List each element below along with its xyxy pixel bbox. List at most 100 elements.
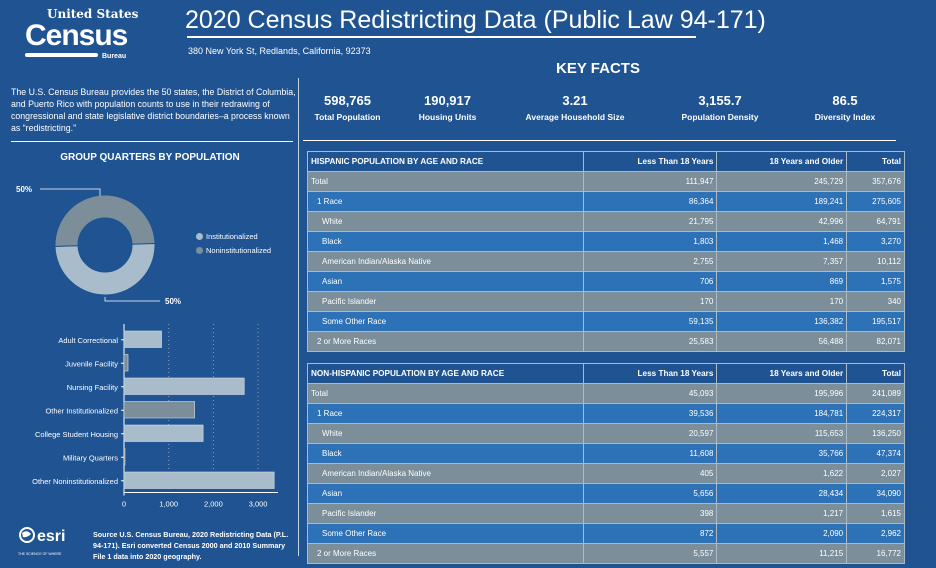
group-quarters-bar-chart: 0 1,000 2,000 3,000 Adult Correctional Juveni…	[32, 324, 278, 509]
intro-text: The U.S. Census Bureau provides the 50 s…	[11, 87, 296, 133]
row-label: Pacific Islander	[307, 503, 584, 524]
bar[interactable]	[123, 448, 126, 466]
cell-value: 20,597	[582, 423, 718, 444]
row-label: Some Other Race	[307, 523, 584, 544]
table-row: 2 or More Races 5,557 11,215 16,772	[307, 543, 905, 564]
stat-value: 190,917	[424, 93, 471, 108]
table-row: American Indian/Alaska Native 405 1,622 2,0…	[307, 463, 905, 484]
column-header[interactable]: Total	[846, 151, 905, 172]
cell-value: 706	[582, 271, 718, 292]
cell-value: 42,996	[716, 211, 848, 232]
table-row: 1 Race 86,364 189,241 275,605	[307, 191, 905, 212]
legend-item-noninstitutionalized[interactable]: Noninstitutionalized	[196, 246, 271, 255]
cell-value: 21,795	[582, 211, 718, 232]
row-label: Asian	[307, 271, 584, 292]
x-tick-label: 0	[122, 500, 126, 509]
table-row: Some Other Race 872 2,090 2,962	[307, 523, 905, 544]
globe-icon	[19, 527, 35, 543]
row-label: Asian	[307, 483, 584, 504]
stat-value: 598,765	[324, 93, 371, 108]
column-header[interactable]: Less Than 18 Years	[582, 151, 718, 172]
table-row: 1 Race 39,536 184,781 224,317	[307, 403, 905, 424]
cell-value: 7,357	[716, 251, 848, 272]
cell-value: 2,090	[716, 523, 848, 544]
cell-value: 28,434	[716, 483, 848, 504]
cell-value: 64,791	[846, 211, 905, 232]
esri-tagline: THE SCIENCE OF WHERE	[18, 552, 62, 556]
key-facts-title: KEY FACTS	[556, 60, 640, 77]
column-header[interactable]: 18 Years and Older	[716, 151, 848, 172]
cell-value: 11,608	[582, 443, 718, 464]
category-label: College Student Housing	[35, 430, 118, 439]
bar[interactable]	[123, 401, 195, 419]
bar[interactable]	[123, 354, 129, 372]
donut-slice-noninstitutionalized[interactable]	[54, 194, 156, 248]
title-divider	[187, 36, 696, 38]
cell-value: 869	[716, 271, 848, 292]
logo-line2: Census	[25, 19, 128, 52]
table-row: Pacific Islander 398 1,217 1,615	[307, 503, 905, 524]
table-row: Some Other Race 59,135 136,382 195,517	[307, 311, 905, 332]
table-row: 2 or More Races 25,583 56,488 82,071	[307, 331, 905, 352]
group-quarters-title: GROUP QUARTERS BY POPULATION	[60, 152, 240, 163]
stat-diversity-index: 86.5 Diversity Index	[790, 93, 900, 122]
x-tick-label: 2,000	[204, 500, 223, 509]
cell-value: 1,575	[846, 271, 905, 292]
cell-value: 111,947	[582, 171, 718, 192]
cell-value: 1,622	[716, 463, 848, 484]
hispanic-population-table: HISPANIC POPULATION BY AGE AND RACE Less …	[307, 151, 905, 352]
cell-value: 82,071	[846, 331, 905, 352]
table-row: Asian 706 869 1,575	[307, 271, 905, 292]
stat-label: Average Household Size	[525, 112, 625, 122]
stat-value: 3.21	[562, 93, 588, 108]
stat-population-density: 3,155.7 Population Density	[650, 93, 790, 122]
cell-value: 2,027	[846, 463, 905, 484]
row-label: White	[307, 423, 584, 444]
column-header[interactable]: 18 Years and Older	[716, 363, 848, 384]
stat-label: Housing Units	[418, 112, 477, 122]
cell-value: 872	[582, 523, 718, 544]
bar[interactable]	[123, 330, 162, 348]
legend-item-institutionalized[interactable]: Institutionalized	[196, 232, 271, 241]
cell-value: 16,772	[846, 543, 905, 564]
bar[interactable]	[123, 424, 204, 442]
stat-label: Total Population	[314, 112, 381, 122]
stat-label: Population Density	[681, 112, 759, 122]
row-label: Pacific Islander	[307, 291, 584, 312]
cell-value: 398	[582, 503, 718, 524]
cell-value: 39,536	[582, 403, 718, 424]
category-label: Military Quarters	[63, 453, 118, 462]
stat-label: Diversity Index	[814, 112, 876, 122]
row-label: Black	[307, 231, 584, 252]
donut-slice-institutionalized[interactable]	[54, 242, 156, 296]
row-label: American Indian/Alaska Native	[307, 251, 584, 272]
category-label: Juvenile Facility	[65, 359, 118, 368]
column-header[interactable]: Less Than 18 Years	[582, 363, 718, 384]
cell-value: 2,962	[846, 523, 905, 544]
cell-value: 245,729	[716, 171, 848, 192]
stat-average-household-size: 3.21 Average Household Size	[500, 93, 650, 122]
bar[interactable]	[123, 471, 275, 489]
legend-swatch	[196, 233, 203, 240]
globe-land-icon	[22, 531, 31, 538]
cell-value: 340	[846, 291, 905, 312]
column-header[interactable]: Total	[846, 363, 905, 384]
logo-line1: United States	[47, 7, 139, 21]
cell-value: 5,557	[582, 543, 718, 564]
table-row: Asian 5,656 28,434 34,090	[307, 483, 905, 504]
stats-divider	[303, 140, 896, 141]
stat-value: 86.5	[832, 93, 858, 108]
donut-legend: Institutionalized Noninstitutionalized	[196, 232, 271, 260]
legend-swatch	[196, 247, 203, 254]
cell-value: 2,755	[582, 251, 718, 272]
legend-label: Noninstitutionalized	[206, 246, 272, 255]
row-label: 2 or More Races	[307, 543, 584, 564]
leader-line-top	[40, 188, 101, 196]
stat-total-population: 598,765 Total Population	[300, 93, 395, 122]
cell-value: 11,215	[716, 543, 848, 564]
cell-value: 170	[716, 291, 848, 312]
category-label: Other Institutionalized	[45, 406, 118, 415]
table-header-row: HISPANIC POPULATION BY AGE AND RACE Less …	[307, 151, 905, 172]
address: 380 New York St, Redlands, California, 9…	[188, 46, 371, 56]
bar[interactable]	[123, 377, 245, 395]
